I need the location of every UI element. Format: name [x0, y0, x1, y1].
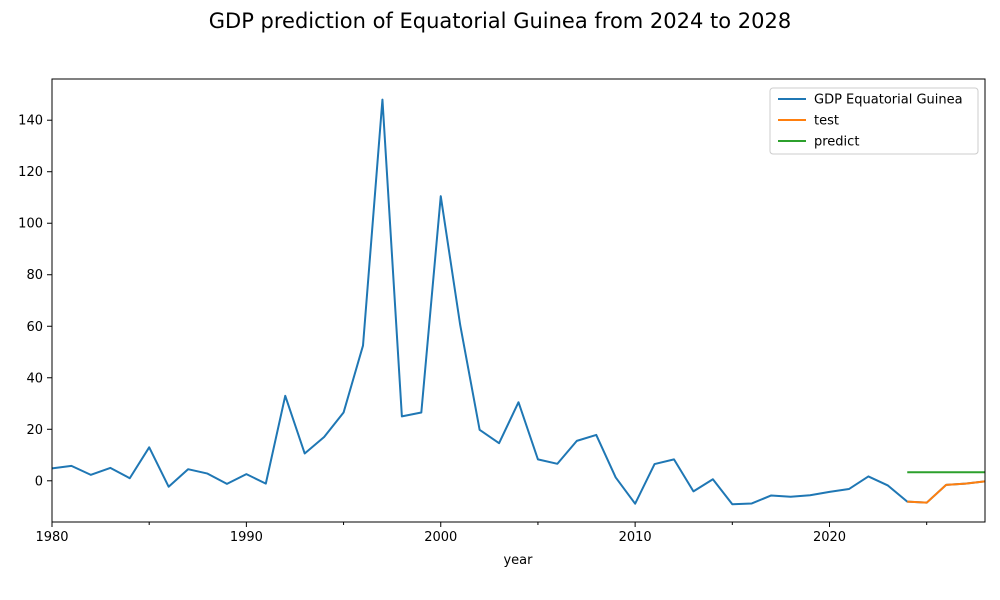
legend-box: [769, 87, 979, 155]
y-tick-label-6: 120: [18, 165, 43, 180]
y-tick-label-2: 40: [26, 371, 43, 386]
legend-label-0: GDP Equatorial Guinea: [814, 93, 963, 108]
y-tick-label-7: 140: [18, 114, 43, 129]
y-tick-label-0: 0: [35, 474, 43, 489]
y-tick-label-3: 60: [26, 320, 43, 335]
legend-label-1: test: [814, 114, 839, 129]
series-line-0: [52, 98, 985, 506]
plot-area: 1980 1990 2000 2010 2020 0 20 40 60 80 100 120 140: [18, 78, 986, 545]
axes-frame: [51, 78, 986, 523]
x-tick-label-1: 1990: [230, 530, 263, 545]
y-tick-label-5: 100: [18, 217, 43, 232]
y-tick-label-1: 20: [26, 423, 43, 438]
chart-title: GDP prediction of Equatorial Guinea from…: [209, 9, 792, 33]
x-tick-label-4: 2020: [813, 530, 846, 545]
y-tick-label-4: 80: [26, 268, 43, 283]
x-tick-label-3: 2010: [619, 530, 652, 545]
series-line-1: [907, 480, 985, 504]
x-tick-label-2: 2000: [424, 530, 457, 545]
x-tick-label-0: 1980: [35, 530, 68, 545]
legend: GDP Equatorial Guinea test predict: [769, 87, 979, 155]
legend-label-2: predict: [814, 135, 859, 150]
x-axis-label: year: [503, 553, 533, 568]
